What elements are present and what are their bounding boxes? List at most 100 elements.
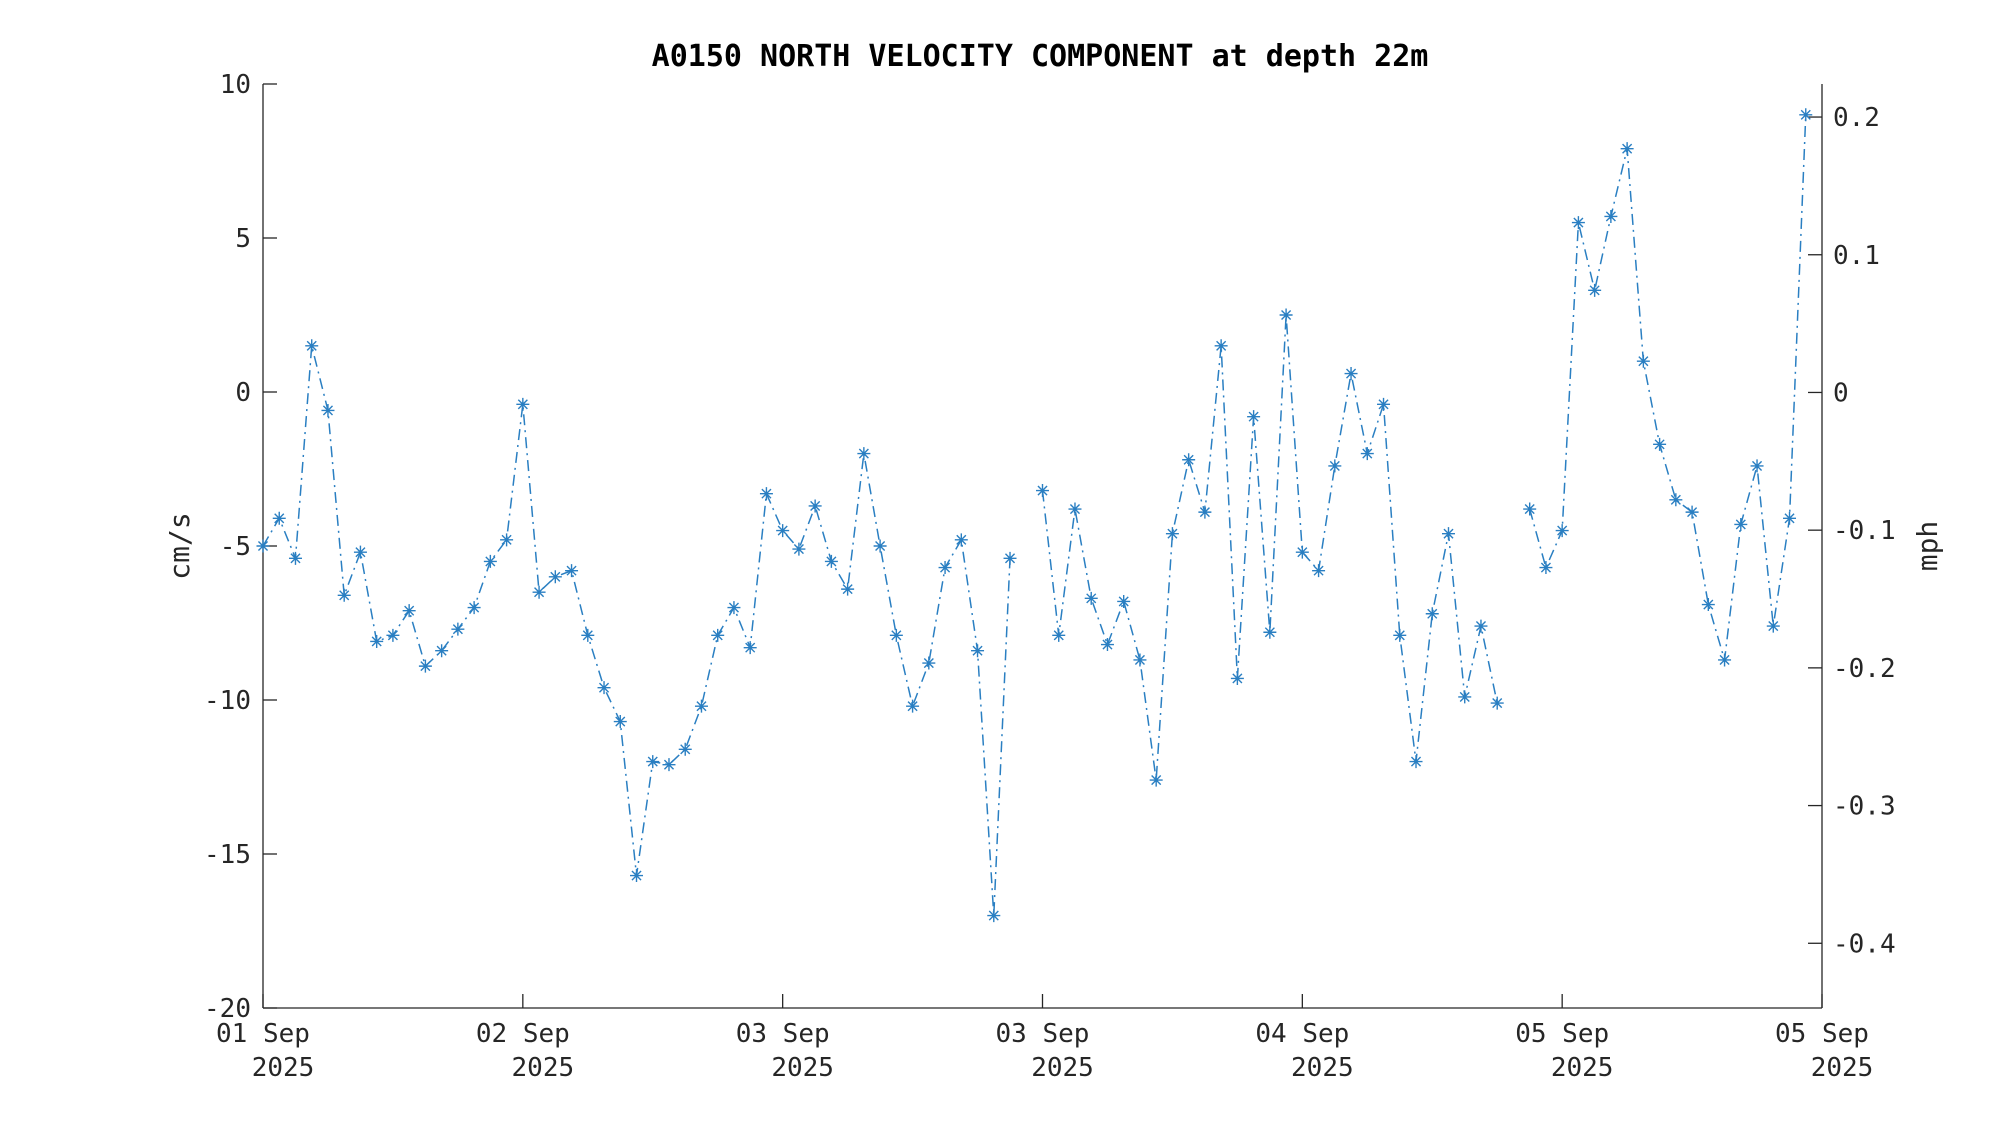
data-point [1279, 308, 1293, 322]
data-point [1003, 551, 1017, 565]
data-point [1100, 638, 1114, 652]
data-point [1117, 594, 1131, 608]
data-point [954, 533, 968, 547]
data-point [1620, 142, 1634, 156]
data-point [1312, 564, 1326, 578]
y2-tick-label: -0.3 [1833, 792, 1896, 822]
y-tick-label: 5 [235, 224, 251, 254]
data-point [1393, 628, 1407, 642]
data-point [1588, 283, 1602, 297]
data-point [1555, 524, 1569, 538]
data-point [678, 742, 692, 756]
x-tick-label-year: 2025 [1031, 1053, 1094, 1083]
data-point [841, 582, 855, 596]
data-point [1036, 484, 1049, 498]
y2-tick-label: 0.2 [1833, 103, 1880, 133]
data-point [305, 339, 319, 353]
y2-tick-label: -0.4 [1833, 929, 1896, 959]
data-point [532, 585, 546, 599]
data-point [1734, 517, 1748, 531]
data-point [337, 588, 351, 602]
data-point [1182, 453, 1196, 467]
data-point [889, 628, 903, 642]
data-point [808, 499, 822, 513]
x-tick-label-year: 2025 [512, 1053, 575, 1083]
data-point [824, 554, 838, 568]
data-point [581, 628, 595, 642]
data-point [1441, 527, 1455, 541]
data-point [1523, 502, 1537, 516]
data-point [1377, 397, 1391, 411]
data-point [1669, 493, 1683, 507]
data-point [451, 622, 465, 636]
data-point [1084, 591, 1098, 605]
data-point [483, 554, 497, 568]
data-point [272, 511, 286, 525]
x-tick-label-day: 04 Sep [1255, 1019, 1349, 1049]
data-point [1149, 773, 1163, 787]
data-point [597, 681, 611, 695]
data-point [922, 656, 936, 670]
data-point [500, 533, 514, 547]
data-point [1165, 527, 1179, 541]
y-tick-label: 0 [235, 378, 251, 408]
data-point [1068, 502, 1082, 516]
y2-tick-label: -0.2 [1833, 654, 1896, 684]
y-tick-label: 10 [220, 70, 251, 100]
data-point [1685, 505, 1699, 519]
data-point [1783, 511, 1797, 525]
data-point [386, 628, 400, 642]
data-point [1653, 437, 1667, 451]
x-tick-label-day: 05 Sep [1515, 1019, 1609, 1049]
data-point [1458, 690, 1472, 704]
data-point [1718, 653, 1732, 667]
data-point [759, 487, 773, 501]
y-tick-label: -20 [204, 994, 251, 1024]
data-point [1263, 625, 1277, 639]
data-point [1133, 653, 1147, 667]
data-point [1198, 505, 1212, 519]
data-point [288, 551, 302, 565]
data-point [1604, 209, 1618, 223]
data-point [321, 403, 335, 417]
data-point [906, 699, 920, 713]
x-tick-label-year: 2025 [252, 1053, 315, 1083]
x-tick-label-day: 02 Sep [476, 1019, 570, 1049]
x-tick-label-year: 2025 [771, 1053, 834, 1083]
data-point [565, 564, 579, 578]
data-point [987, 909, 1001, 923]
x-tick-label-year: 2025 [1551, 1053, 1614, 1083]
data-point [711, 628, 725, 642]
x-tick-label-day: 01 Sep [216, 1019, 310, 1049]
data-point [1490, 696, 1504, 710]
data-point [1474, 619, 1488, 633]
data-point [1766, 619, 1780, 633]
data-point [857, 447, 871, 461]
data-point [467, 601, 481, 615]
x-tick-label-day: 03 Sep [996, 1019, 1090, 1049]
data-point [435, 644, 449, 658]
data-point [353, 545, 367, 559]
data-point [727, 601, 741, 615]
x-tick-label-day: 05 Sep [1775, 1019, 1869, 1049]
data-point [1230, 671, 1244, 685]
data-point [1539, 561, 1553, 575]
x-tick-label-year: 2025 [1811, 1053, 1874, 1083]
data-point [630, 869, 644, 883]
data-point [938, 561, 952, 575]
x-tick-label-day: 03 Sep [736, 1019, 830, 1049]
data-point [613, 715, 627, 729]
right-y-ticks: 0.2 0.1 0 -0.1 -0.2 -0.3 -0.4 [1808, 103, 1896, 959]
data-point [1328, 459, 1342, 473]
data-point [873, 539, 887, 553]
data-point [402, 604, 416, 618]
data-point [1409, 755, 1423, 769]
y2-tick-label: 0.1 [1833, 241, 1880, 271]
data-point [1636, 354, 1650, 368]
data-point [1247, 410, 1261, 424]
data-point [1425, 607, 1439, 621]
y-axis-label: cm/s [163, 512, 196, 579]
data-point [646, 755, 660, 769]
data-point [1295, 545, 1309, 559]
data-point [516, 397, 530, 411]
